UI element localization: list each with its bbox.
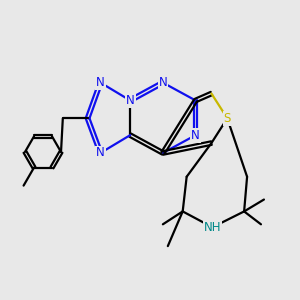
Text: N: N	[158, 76, 167, 89]
Text: N: N	[126, 94, 135, 107]
Text: N: N	[191, 129, 200, 142]
Text: N: N	[96, 76, 105, 89]
Text: S: S	[224, 112, 231, 125]
Text: N: N	[96, 146, 105, 160]
Text: NH: NH	[204, 221, 221, 234]
